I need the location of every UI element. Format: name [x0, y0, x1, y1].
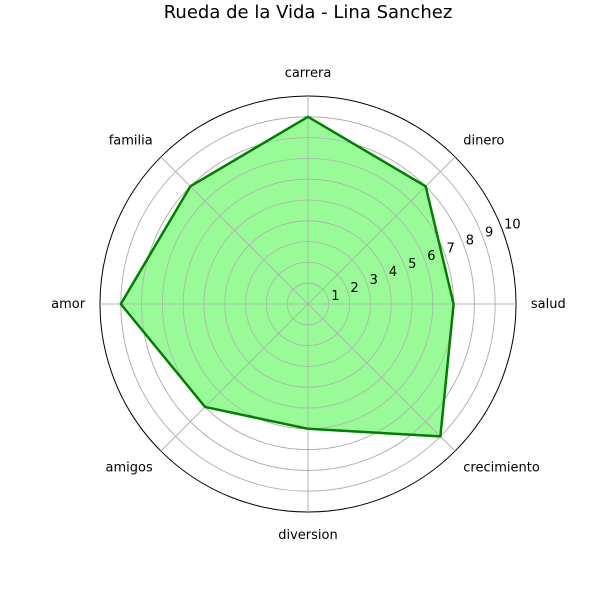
- chart-title: Rueda de la Vida - Lina Sanchez: [164, 2, 453, 23]
- category-label-carrera: carrera: [285, 66, 332, 81]
- r-tick-label: 4: [389, 265, 397, 280]
- r-tick-label: 3: [370, 273, 378, 288]
- r-tick-label: 10: [504, 217, 521, 232]
- grid-spoke-overlay: [307, 156, 456, 305]
- r-tick-label: 2: [350, 281, 358, 296]
- data-series: [100, 96, 516, 512]
- r-tick-label: 9: [485, 225, 493, 240]
- grid-spoke-overlay: [160, 303, 309, 452]
- category-label-diversion: diversion: [278, 528, 337, 543]
- category-label-familia: familia: [109, 134, 153, 149]
- category-label-salud: salud: [531, 297, 566, 312]
- r-tick-label: 5: [408, 257, 416, 272]
- category-label-dinero: dinero: [463, 134, 504, 149]
- r-tick-label: 1: [331, 289, 339, 304]
- series-fill: [120, 116, 454, 437]
- grid-spoke-overlay: [307, 303, 456, 452]
- category-label-amor: amor: [51, 297, 86, 312]
- grid-spoke-overlay: [160, 156, 309, 305]
- r-tick-label: 8: [466, 233, 474, 248]
- r-tick-label: 6: [427, 249, 435, 264]
- category-label-amigos: amigos: [106, 460, 153, 475]
- r-tick-label: 7: [447, 241, 455, 256]
- category-labels: salud dinero carrera familia amor amigos diver…: [51, 66, 566, 543]
- category-label-crecimiento: crecimiento: [463, 460, 540, 475]
